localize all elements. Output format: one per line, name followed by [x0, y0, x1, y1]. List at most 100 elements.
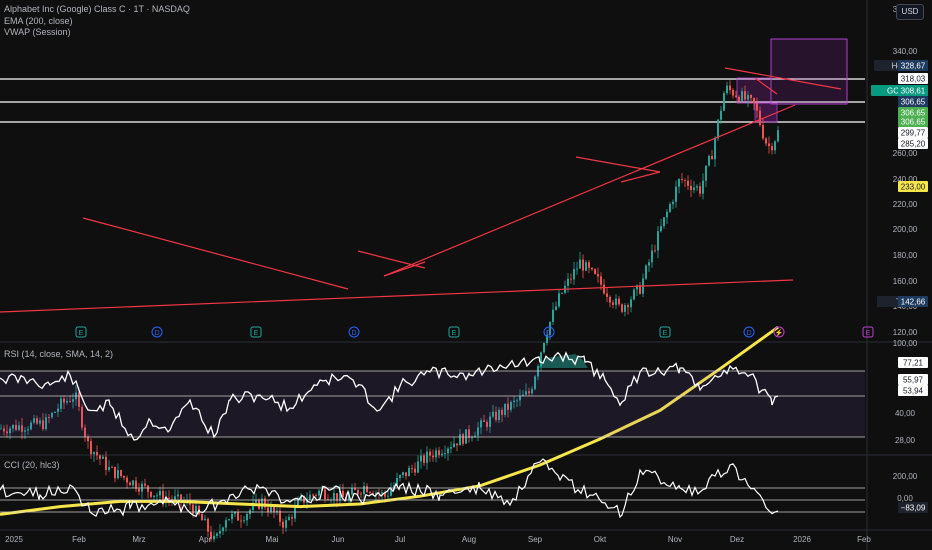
dividend-event-icon: D [543, 326, 555, 338]
candle-body [729, 85, 731, 91]
candle-body [645, 265, 647, 279]
candle-body [519, 395, 521, 401]
candle-body [246, 514, 248, 521]
x-tick-label: Nov [668, 535, 682, 544]
candle-body [777, 130, 779, 142]
earnings-event-icon: E [862, 326, 874, 338]
candle-body [96, 452, 98, 456]
candle-body [357, 489, 359, 494]
candle-body [456, 443, 458, 446]
rsi-value-badge [898, 357, 928, 368]
candle-body [81, 406, 83, 428]
candle-body [210, 531, 212, 540]
cci-line [0, 458, 779, 519]
candle-body [360, 493, 362, 495]
candle-body [375, 492, 377, 495]
candle-body [234, 511, 236, 514]
cci-legend[interactable]: CCI (20, hlc3) [4, 460, 60, 470]
candle-body [12, 424, 14, 429]
earnings-event-icon: E [659, 326, 671, 338]
candle-body [72, 399, 74, 402]
forecast-box [770, 38, 848, 105]
candle-body [552, 309, 554, 322]
candle-body [582, 259, 584, 271]
x-tick-label: Jun [332, 535, 345, 544]
candle-body [318, 490, 320, 496]
candle-body [651, 250, 653, 263]
candle-body [669, 204, 671, 212]
candle-body [495, 411, 497, 420]
event-label: E [663, 330, 668, 337]
candle-body [390, 489, 392, 496]
candle-body [423, 455, 425, 463]
candle-body [60, 398, 62, 409]
candle-body [471, 437, 473, 439]
candle-body [207, 518, 209, 532]
candle-body [750, 94, 752, 99]
candle-body [216, 533, 218, 536]
candle-body [150, 491, 152, 497]
candle-body [315, 495, 317, 496]
candle-body [681, 179, 683, 180]
candle-body [126, 477, 128, 483]
candle-body [678, 179, 680, 187]
candle-body [759, 110, 761, 126]
rsi-value-badge-text: 55,97 [903, 376, 924, 385]
price-306-badge-text: 306,65 [901, 118, 926, 127]
ema-legend[interactable]: EMA (200, close) [4, 16, 73, 26]
earnings-event-icon: E [448, 326, 460, 338]
candle-body [177, 494, 179, 497]
currency-button[interactable]: USD [896, 4, 924, 20]
goog-price-badge [898, 85, 928, 96]
candle-body [738, 96, 740, 102]
ema-value-badge-text: 233,00 [901, 183, 926, 192]
candle-body [162, 490, 164, 502]
candle-body [111, 466, 113, 468]
candle-body [33, 418, 35, 423]
candle-body [255, 499, 257, 503]
candle-body [615, 298, 617, 305]
candle-body [45, 417, 47, 430]
candle-body [732, 90, 734, 96]
price-tick-label: 180,00 [893, 251, 918, 260]
vwap-legend[interactable]: VWAP (Session) [4, 27, 71, 37]
candle-body [93, 452, 95, 455]
candle-body [468, 429, 470, 438]
price-318-badge [898, 73, 928, 84]
rsi-band [0, 371, 865, 437]
candle-body [123, 475, 125, 478]
trend-line [575, 156, 661, 173]
price-tick-label: 120,00 [893, 328, 918, 337]
candle-body [528, 391, 530, 394]
trend-line [724, 67, 842, 90]
candle-body [702, 180, 704, 194]
candles [0, 80, 779, 543]
candle-body [174, 496, 176, 501]
candle-body [714, 138, 716, 160]
high-value-badge [898, 60, 928, 71]
candle-body [222, 527, 224, 532]
x-tick-label: Sep [528, 535, 543, 544]
trend-line [0, 279, 794, 313]
candle-body [660, 226, 662, 232]
candle-body [405, 472, 407, 477]
rsi-legend[interactable]: RSI (14, close, SMA, 14, 2) [4, 349, 114, 359]
rsi-value-badge [898, 374, 928, 385]
candle-body [561, 292, 563, 294]
candle-body [489, 416, 491, 427]
candle-body [399, 475, 401, 478]
price-306-badge-text: 306,65 [901, 98, 926, 107]
rsi-tick-label: 28,00 [895, 436, 916, 445]
candle-body [237, 511, 239, 521]
cci-tick-label: 200,00 [893, 472, 918, 481]
low-value-badge-text: 142,66 [901, 298, 926, 307]
candle-body [348, 494, 350, 501]
symbol-title[interactable]: Alphabet Inc (Google) Class C · 1T · NAS… [4, 4, 190, 14]
rsi-line [0, 351, 779, 441]
candle-body [114, 466, 116, 479]
candle-body [624, 305, 626, 312]
candle-body [450, 447, 452, 449]
candle-body [324, 489, 326, 500]
candle-body [525, 391, 527, 395]
